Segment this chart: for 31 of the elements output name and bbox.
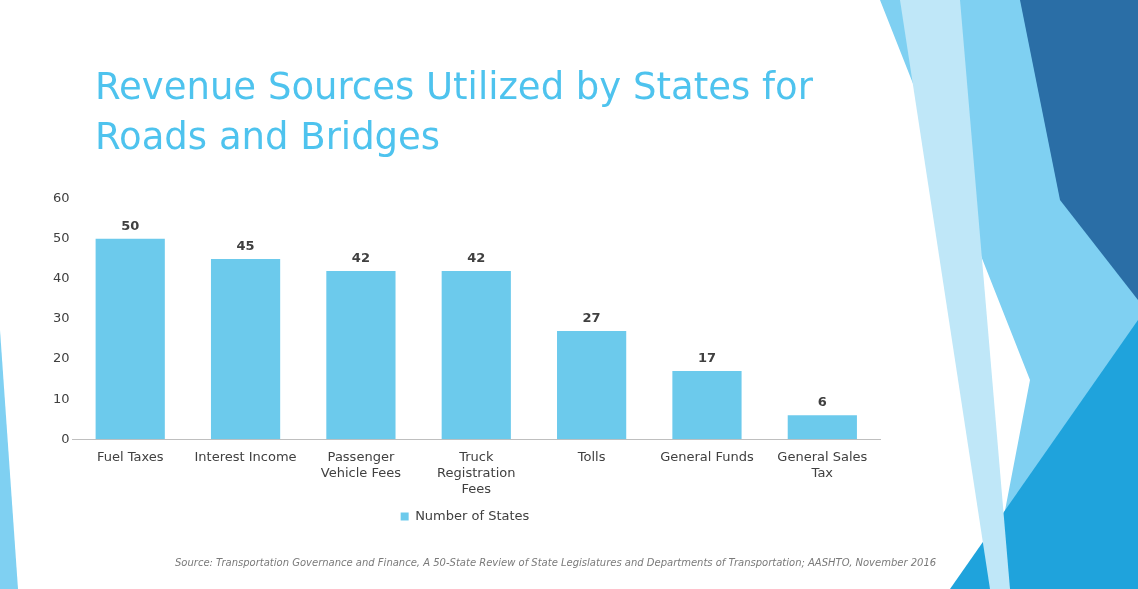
data-label: 42 [467, 249, 486, 265]
x-tick-label: General Sales Tax [777, 449, 868, 480]
bar [95, 238, 165, 440]
legend-label: Number of States [415, 507, 530, 523]
chart-title: Revenue Sources Utilized by States for Roads and Bridges [95, 64, 814, 160]
source-note: Source: Transportation Governance and Finance, A 50-State Review of State Legislatures and Departments of Transportation; AASHTO, November 2016 [175, 557, 937, 568]
x-tick-label: Truck Registration Fees [437, 449, 516, 496]
bar [672, 371, 742, 440]
x-tick-label: Passenger Vehicle Fees [320, 449, 402, 480]
data-label: 17 [697, 349, 717, 365]
bar [326, 270, 396, 440]
data-label: 42 [351, 249, 370, 265]
data-label: 50 [121, 217, 140, 233]
y-tick-label: 20 [53, 350, 70, 366]
data-label: 6 [817, 394, 827, 410]
bar [557, 331, 627, 440]
bar [210, 258, 281, 440]
x-tick-label: General Funds [660, 449, 755, 465]
y-tick-label: 50 [53, 230, 70, 246]
bar [441, 270, 511, 440]
y-tick-label: 60 [53, 190, 70, 206]
x-tick-label: Tolls [576, 449, 606, 465]
y-tick-label: 40 [53, 270, 70, 286]
data-label: 45 [236, 237, 255, 253]
y-tick-label: 30 [53, 310, 70, 326]
y-tick-label: 0 [61, 430, 70, 446]
bar [787, 415, 857, 440]
x-tick-label: Interest Income [194, 449, 297, 465]
data-label: 27 [582, 309, 601, 325]
x-tick-label: Fuel Taxes [96, 449, 164, 465]
y-tick-label: 10 [53, 390, 70, 406]
